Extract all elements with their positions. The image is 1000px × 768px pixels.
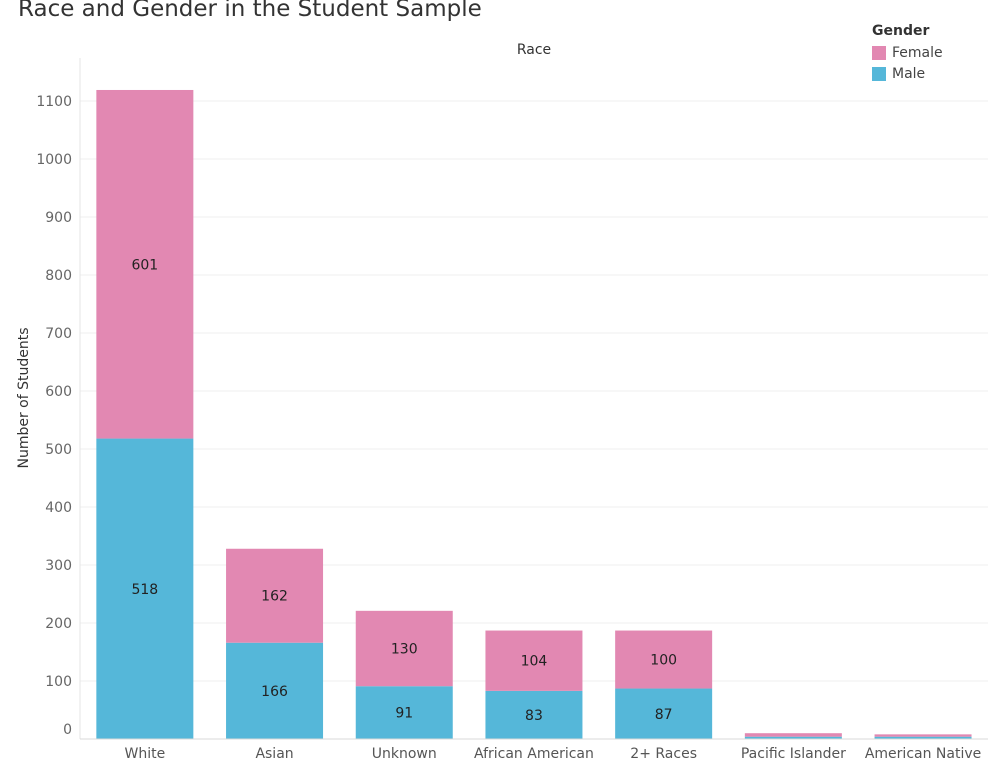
legend-label-female: Female: [892, 44, 943, 61]
bar-value-label-female: 104: [521, 654, 548, 670]
y-tick-label: 900: [45, 210, 72, 226]
y-axis: 0 100 200 300 400 500 600 700 800 900 1000 1100: [36, 58, 81, 739]
bar-female[interactable]: [96, 89, 194, 439]
bar-male[interactable]: [744, 736, 842, 739]
y-axis-title: Number of Students: [16, 327, 32, 468]
legend-swatch-female: [872, 45, 886, 60]
y-tick-label: 100: [45, 674, 72, 690]
bar-male[interactable]: [226, 642, 324, 739]
column-header: Race: [517, 42, 551, 58]
y-tick-label: 500: [45, 442, 72, 458]
y-tick-label: 600: [45, 384, 72, 400]
bar-female[interactable]: [485, 630, 583, 691]
bar-female[interactable]: [874, 734, 972, 737]
legend-label-male: Male: [892, 65, 926, 82]
bar-female[interactable]: [744, 733, 842, 737]
x-category-label: 2+ Races: [630, 746, 697, 762]
bar-value-label-male: 518: [131, 582, 158, 598]
bar-male[interactable]: [96, 438, 194, 739]
bar-value-label-male: 166: [261, 684, 288, 700]
x-category-label: Unknown: [372, 746, 437, 762]
bar-male[interactable]: [355, 686, 453, 739]
x-axis: White Asian Unknown African American 2+ Race…: [80, 738, 988, 762]
bar-value-label-male: 91: [395, 706, 413, 722]
bar-female[interactable]: [615, 630, 713, 689]
gridlines: [80, 100, 988, 682]
x-category-label: White: [124, 746, 165, 762]
y-tick-label: 700: [45, 326, 72, 342]
y-tick-label: 200: [45, 616, 72, 632]
bar-value-labels: 518 601 166 162 91 130 83 104 87 100: [131, 257, 677, 724]
bar-value-label-male: 83: [525, 708, 543, 724]
chart-title: Race and Gender in the Student Sample: [18, 0, 482, 22]
bar-female[interactable]: [355, 610, 453, 687]
y-tick-label: 1100: [36, 94, 72, 110]
y-tick-label: 800: [45, 268, 72, 284]
legend-item-female[interactable]: Female: [872, 42, 943, 63]
y-tick-label: 400: [45, 500, 72, 516]
legend: Gender Female Male: [872, 23, 943, 84]
x-category-label: American Native: [865, 746, 981, 762]
x-category-label: African American: [474, 746, 594, 762]
y-tick-label: 1000: [36, 152, 72, 168]
bar-female[interactable]: [226, 548, 324, 643]
bar-value-label-female: 601: [131, 257, 158, 273]
legend-title: Gender: [872, 23, 930, 39]
y-tick-label: 0: [63, 722, 72, 738]
x-category-label: Pacific Islander: [741, 746, 846, 762]
bar-value-label-female: 162: [261, 589, 288, 605]
x-category-label: Asian: [255, 746, 293, 762]
bar-male[interactable]: [874, 736, 972, 739]
bar-male[interactable]: [615, 688, 713, 739]
bar-value-label-female: 100: [650, 653, 677, 669]
legend-swatch-male: [872, 66, 886, 81]
y-tick-label: 300: [45, 558, 72, 574]
bar-value-label-female: 130: [391, 642, 418, 658]
bar-value-label-male: 87: [655, 707, 673, 723]
bars: [96, 89, 972, 739]
bar-male[interactable]: [485, 690, 583, 739]
legend-item-male[interactable]: Male: [872, 63, 943, 84]
